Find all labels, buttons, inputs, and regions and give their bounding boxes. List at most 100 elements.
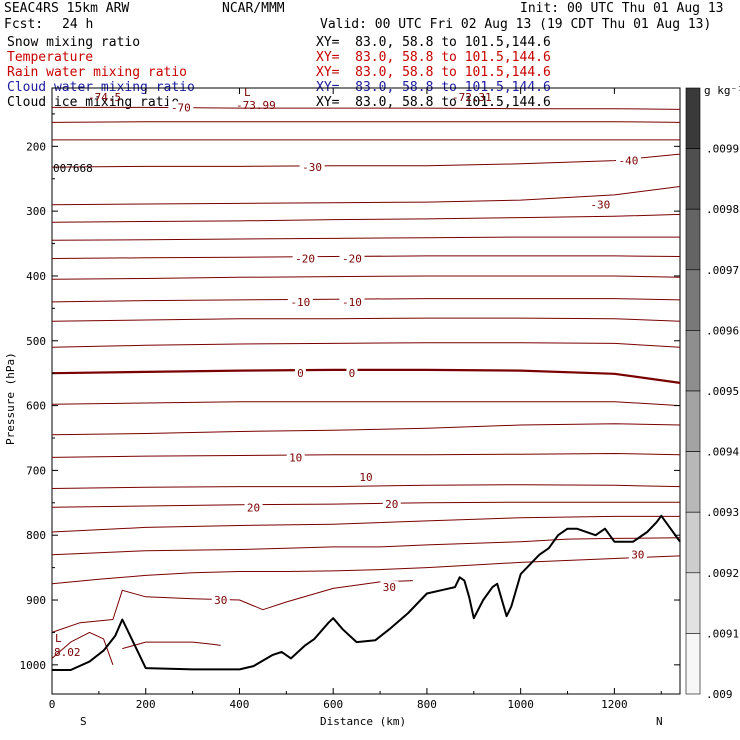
colorbar-tick-label: .0091 xyxy=(706,627,739,640)
isotherm-line xyxy=(51,236,680,241)
contour-label: 20 xyxy=(385,498,398,511)
colorbar-segment xyxy=(685,511,701,574)
x-axis-label: Distance (km) xyxy=(320,715,406,728)
isotherm-line xyxy=(51,213,681,223)
contour-label: 0 xyxy=(297,367,304,380)
contour-label: 10 xyxy=(359,471,372,484)
colorbar-segment xyxy=(685,572,701,634)
colorbar-segment xyxy=(685,633,701,695)
colorbar-tick-label: .0098 xyxy=(706,203,739,216)
colorbar-segment xyxy=(685,148,701,210)
field-xy-rain: XY= 83.0, 58.8 to 101.5,144.6 xyxy=(316,65,551,80)
isotherm-line xyxy=(51,555,681,585)
isotherm-line xyxy=(51,580,413,633)
bottom-low-value: 8.02 xyxy=(54,646,81,659)
forecast-label: Fcst: xyxy=(4,17,44,32)
isotherm-line xyxy=(122,641,221,650)
forecast-hours: 24 h xyxy=(62,17,94,32)
contour-label-bg xyxy=(380,581,399,594)
isotherm-line xyxy=(51,275,681,280)
isotherm-line xyxy=(51,298,681,303)
contour-label: -30 xyxy=(302,161,322,174)
colorbar-segment xyxy=(685,87,701,149)
contour-label-bg xyxy=(299,161,325,174)
top-low-marker: L xyxy=(244,86,251,99)
corner-id: 007668 xyxy=(53,162,93,175)
model-title: SEAC4RS 15km ARW xyxy=(4,1,130,16)
contour-label-bg xyxy=(346,367,358,380)
plot-frame xyxy=(51,87,681,695)
y-axis-label: Pressure (hPa) xyxy=(4,352,17,445)
y-tick-label: 600 xyxy=(26,400,46,413)
contour-label: -10 xyxy=(290,296,310,309)
isotherm-line xyxy=(51,153,681,168)
isotherm-line xyxy=(51,515,680,533)
contour-label: -10 xyxy=(342,296,362,309)
contour-label-bg xyxy=(244,501,263,514)
contour-label-bg xyxy=(382,498,401,511)
y-tick-label: 800 xyxy=(26,529,46,542)
isotherm-line xyxy=(51,255,681,259)
isotherm-line xyxy=(51,423,681,436)
x-tick-label: 800 xyxy=(417,698,437,711)
isotherm-line xyxy=(51,121,681,123)
field-name-temperature: Temperature xyxy=(7,50,94,65)
contour-label: -70 xyxy=(171,101,191,114)
contour-label-bg xyxy=(292,252,318,265)
field-xy-snow: XY= 83.0, 58.8 to 101.5,144.6 xyxy=(316,35,551,50)
contour-label: 30 xyxy=(631,549,644,562)
contour-label: -20 xyxy=(342,252,362,265)
contour-label-layer: -70 -40 -30 -30 -20 -20 -10 -10 0 0 10 10 20 20 30 30 30 xyxy=(168,101,647,607)
contour-label: -20 xyxy=(295,252,315,265)
colorbar-tick-label: .0094 xyxy=(706,446,739,459)
colorbar-tick-label: .0099 xyxy=(706,143,739,156)
top-left-value: -74.5 xyxy=(88,91,121,104)
isotherm-line xyxy=(52,106,681,110)
field-name-rain: Rain water mixing ratio xyxy=(7,65,188,80)
isotherm-line xyxy=(51,453,681,458)
contour-label-bg xyxy=(211,594,230,607)
contour-label: -30 xyxy=(590,199,610,212)
contour-label-bg xyxy=(615,154,641,167)
colorbar-segment xyxy=(685,330,701,392)
x-tick-label: 1000 xyxy=(507,698,534,711)
colorbar-segment xyxy=(685,208,701,271)
field-name-snow: Snow mixing ratio xyxy=(7,35,141,50)
isotherm-line xyxy=(51,401,681,407)
contour-label-bg xyxy=(339,295,365,308)
isotherm-line xyxy=(51,342,681,348)
isotherm-line xyxy=(51,501,680,508)
x-tick-label: 1200 xyxy=(601,698,628,711)
colorbar-tick-label: .009 xyxy=(706,688,733,701)
contour-label-bg xyxy=(286,451,305,464)
colorbar-segment xyxy=(685,451,701,513)
isotherm-line xyxy=(51,368,681,384)
y-tick-label: 300 xyxy=(26,205,46,218)
colorbar-tick-label: .0093 xyxy=(706,506,739,519)
colorbar-segment xyxy=(685,269,701,331)
valid-time: Valid: 00 UTC Fri 02 Aug 13 (19 CDT Thu … xyxy=(320,17,712,32)
contour-label-bg xyxy=(287,295,313,308)
south-label: S xyxy=(80,715,87,728)
isotherm-line xyxy=(51,484,681,489)
y-tick-label: 200 xyxy=(26,140,46,153)
y-tick-label: 500 xyxy=(26,335,46,348)
bottom-low-marker: L xyxy=(55,632,62,645)
contour-label: -40 xyxy=(619,155,639,168)
contour-label: 10 xyxy=(289,451,302,464)
init-time: Init: 00 UTC Thu 01 Aug 13 xyxy=(520,1,724,16)
x-tick-label: 200 xyxy=(136,698,156,711)
x-tick-label: 400 xyxy=(230,698,250,711)
isotherm-line xyxy=(51,186,681,206)
contour-label-bg xyxy=(628,548,647,561)
contour-label-bg xyxy=(168,101,194,114)
y-tick-label: 400 xyxy=(26,270,46,283)
field-xy-cloud-ice: XY= 83.0, 58.8 to 101.5,144.6 xyxy=(316,95,551,110)
field-xy-temperature: XY= 83.0, 58.8 to 101.5,144.6 xyxy=(316,50,551,65)
y-tick-label: 1000 xyxy=(20,659,47,672)
series-layer xyxy=(51,106,681,671)
y-tick-label: 700 xyxy=(26,464,46,477)
colorbar-tick-label: .0096 xyxy=(706,324,739,337)
organization-label: NCAR/MMM xyxy=(222,1,285,16)
x-tick-label: 0 xyxy=(49,698,56,711)
